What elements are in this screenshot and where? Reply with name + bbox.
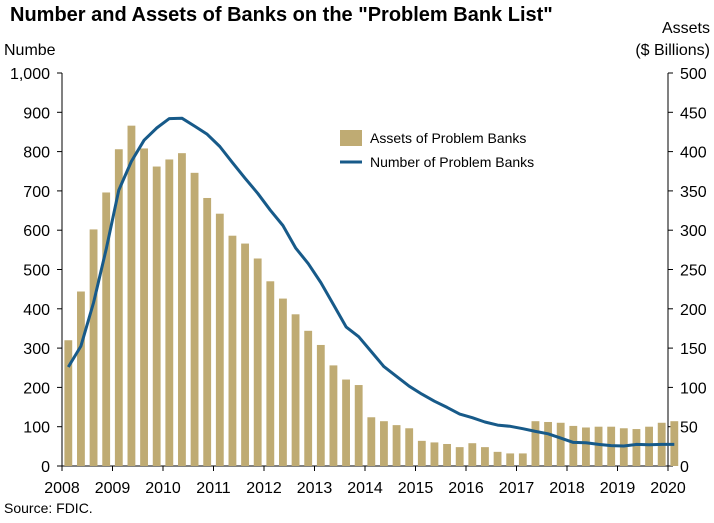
bar: [291, 314, 300, 466]
bar: [417, 440, 426, 466]
bar: [152, 166, 161, 466]
y-tick-label-left: 900: [23, 105, 50, 122]
bar: [178, 153, 186, 466]
bar: [380, 421, 388, 466]
bar: [342, 379, 350, 466]
bar: [354, 385, 363, 466]
legend-label-line: Number of Problem Banks: [370, 154, 534, 170]
x-tick-label: 2010: [145, 480, 181, 497]
bar: [582, 427, 590, 466]
bar: [165, 159, 174, 466]
bar: [594, 426, 603, 466]
y-tick-label-right: 300: [680, 223, 707, 240]
legend-label-bars: Assets of Problem Banks: [370, 130, 526, 146]
x-tick-label: 2012: [246, 480, 282, 497]
bar: [114, 149, 123, 466]
line-series: [67, 116, 675, 448]
bar: [241, 243, 249, 466]
bar: [468, 443, 477, 466]
x-tick-label: 2011: [196, 480, 231, 497]
bar: [266, 281, 275, 466]
y-axis-label-right-line1: Assets: [661, 20, 710, 37]
y-tick-label-right: 250: [680, 263, 707, 280]
bar: [64, 340, 73, 466]
y-tick-label-left: 400: [23, 302, 50, 319]
bar: [556, 422, 565, 466]
bar: [430, 442, 439, 466]
bar: [89, 229, 98, 466]
x-tick-label: 2018: [549, 480, 585, 497]
y-axis-label-right-line2: ($ Billions): [635, 42, 710, 59]
bar: [632, 429, 641, 466]
bar: [367, 417, 376, 466]
y-tick-label-right: 350: [680, 184, 707, 201]
y-axis-label-left: Numbe: [4, 42, 56, 59]
bar: [253, 258, 262, 466]
bar: [140, 148, 148, 466]
x-tick-label: 2020: [650, 480, 686, 497]
y-tick-label-right: 400: [680, 145, 707, 162]
y-tick-label-left: 800: [23, 145, 50, 162]
bar: [392, 425, 401, 466]
bar: [405, 428, 414, 466]
x-tick-label: 2008: [44, 480, 80, 497]
y-tick-label-right: 150: [680, 341, 707, 358]
bar: [190, 172, 199, 466]
legend-swatch-bars: [340, 130, 362, 146]
x-tick-label: 2015: [398, 480, 434, 497]
bar: [203, 197, 212, 466]
y-axis-label-right: Assets ($ Billions): [635, 18, 710, 62]
y-tick-label-right: 450: [680, 105, 707, 122]
bar: [481, 447, 489, 466]
x-tick-label: 2014: [347, 480, 383, 497]
bar: [304, 330, 313, 466]
bar: [215, 213, 224, 466]
bar: [279, 298, 287, 466]
y-tick-label-left: 600: [23, 223, 50, 240]
bar: [316, 344, 325, 466]
x-tick-label: 2019: [600, 480, 636, 497]
bar: [518, 453, 527, 466]
x-tick-label: 2009: [95, 480, 131, 497]
y-tick-label-right: 500: [680, 66, 707, 83]
bar: [670, 421, 679, 466]
bar: [506, 453, 515, 466]
bar: [569, 425, 578, 466]
y-tick-label-right: 200: [680, 302, 707, 319]
bar: [493, 451, 502, 466]
x-tick-label: 2016: [448, 480, 484, 497]
bar: [544, 421, 552, 466]
y-tick-label-right: 100: [680, 380, 707, 397]
y-tick-label-right: 0: [680, 459, 689, 476]
chart-title: Number and Assets of Banks on the "Probl…: [10, 4, 553, 26]
y-tick-label-left: 1,000: [10, 66, 50, 83]
bar: [77, 291, 85, 466]
y-tick-label-left: 200: [23, 380, 50, 397]
bar: [127, 125, 136, 467]
x-tick-label: 2013: [297, 480, 333, 497]
y-tick-label-right: 50: [680, 420, 698, 437]
y-tick-label-left: 700: [23, 184, 50, 201]
bar: [443, 443, 451, 466]
y-tick-label-left: 0: [41, 459, 50, 476]
y-tick-label-left: 500: [23, 263, 50, 280]
source-note: Source: FDIC.: [4, 500, 93, 516]
bar: [531, 421, 540, 466]
bar: [102, 192, 111, 467]
x-tick-label: 2017: [499, 480, 535, 497]
bar: [228, 235, 237, 466]
y-tick-label-left: 300: [23, 341, 50, 358]
y-tick-label-left: 100: [23, 420, 50, 437]
bar: [645, 426, 653, 466]
bar: [455, 447, 464, 466]
bar: [329, 365, 338, 466]
